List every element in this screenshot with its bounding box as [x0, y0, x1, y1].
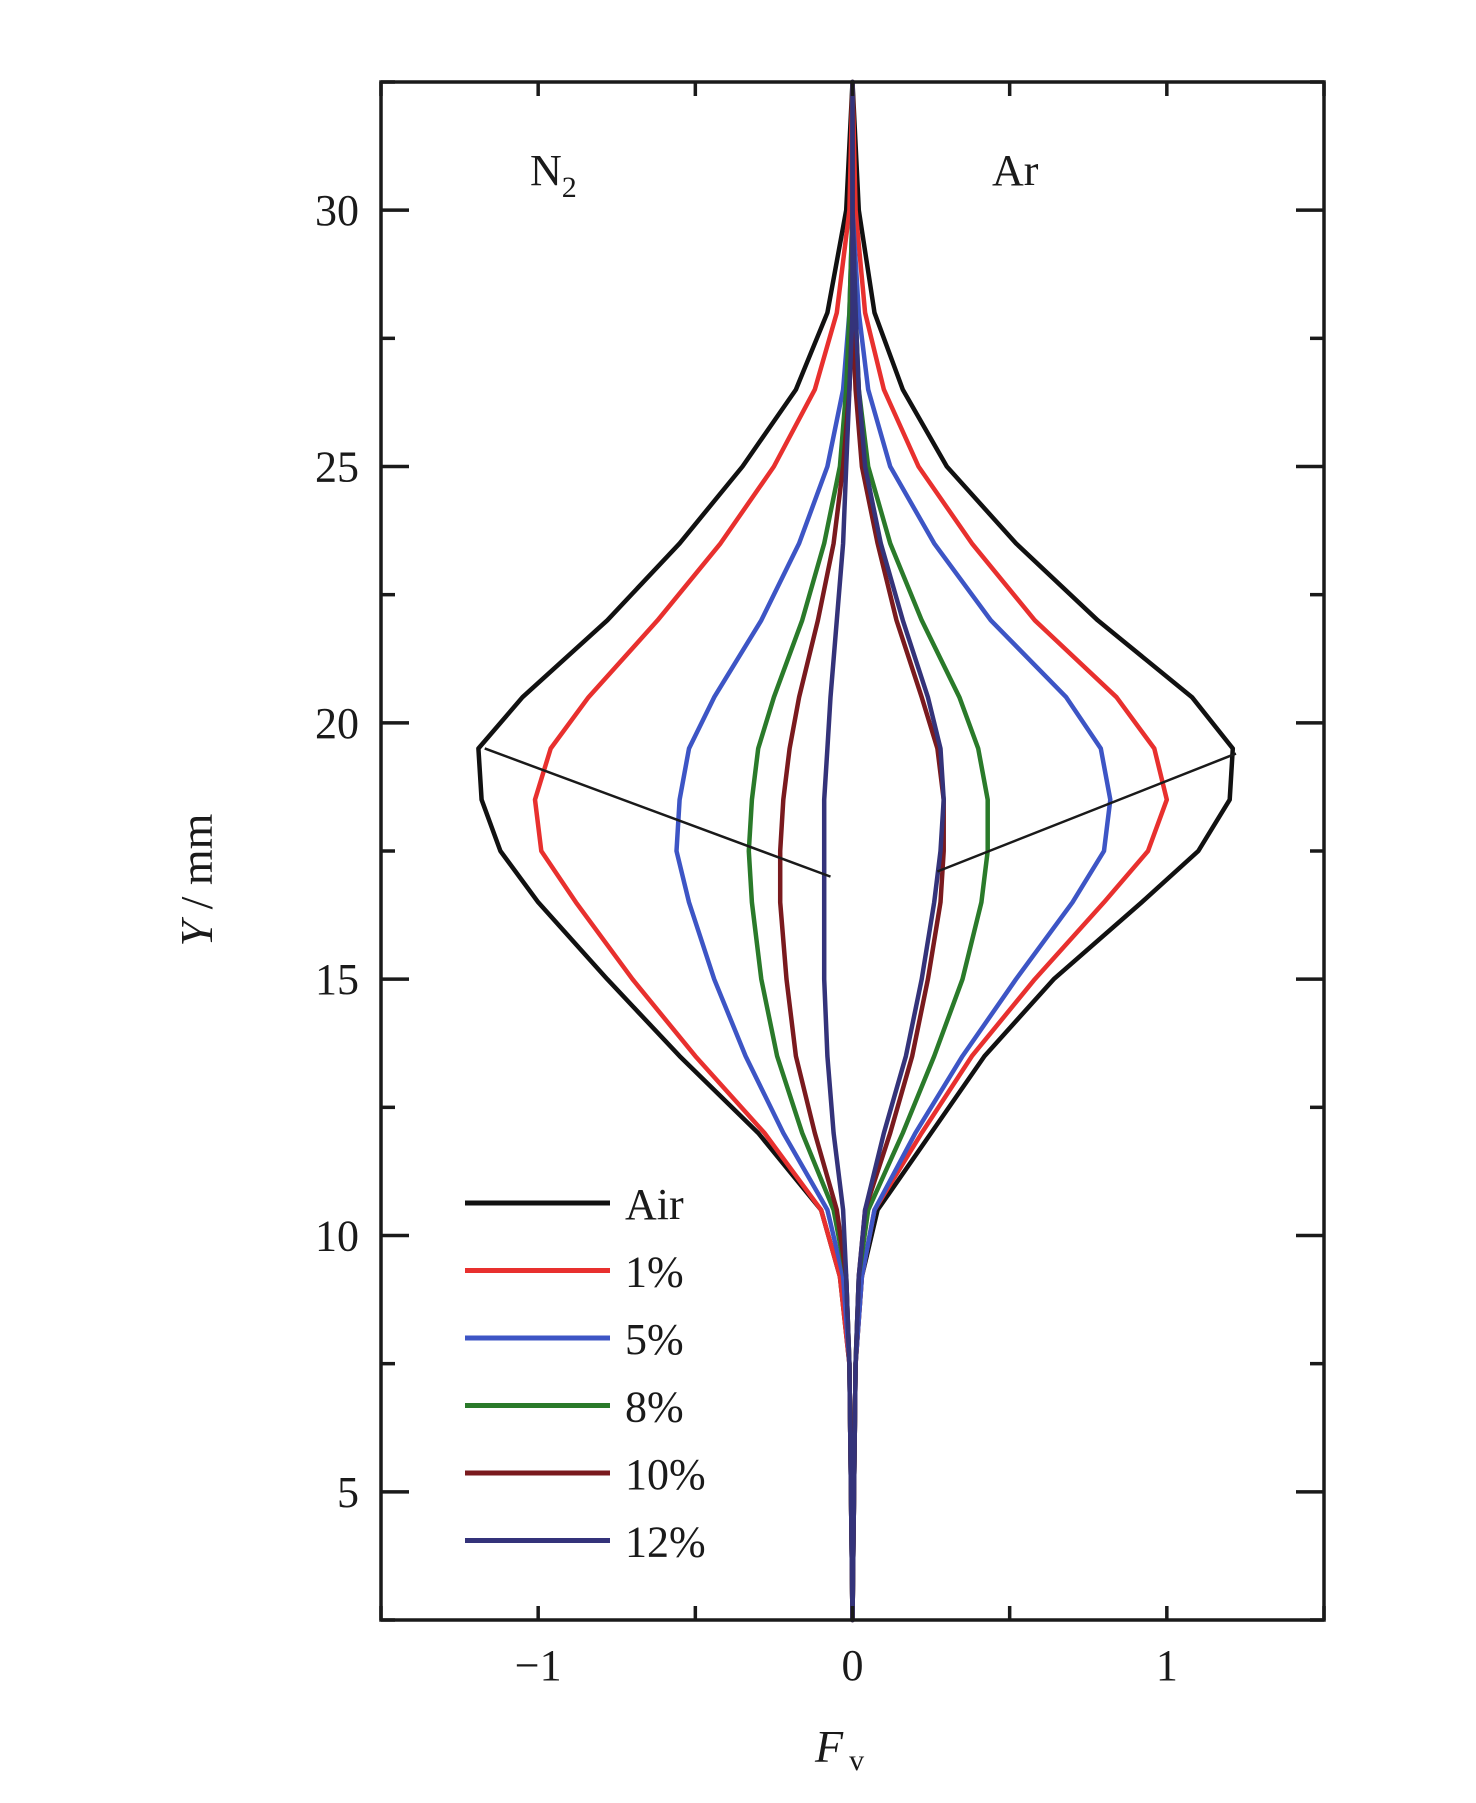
legend-label-4: 10% — [625, 1450, 706, 1499]
legend-label-0: Air — [625, 1180, 684, 1229]
y-tick-label-3: 20 — [315, 699, 359, 748]
x-tick-label-1: 0 — [842, 1641, 864, 1690]
y-tick-label-1: 10 — [315, 1212, 359, 1261]
y-tick-label-0: 5 — [337, 1468, 359, 1517]
legend-label-5: 12% — [625, 1518, 706, 1567]
y-tick-label-4: 25 — [315, 443, 359, 492]
panel-label-ar: Ar — [992, 146, 1039, 195]
y-tick-label-5: 30 — [315, 186, 359, 235]
legend-label-2: 5% — [625, 1315, 684, 1364]
x-tick-label-0: −1 — [515, 1641, 562, 1690]
x-tick-label-2: 1 — [1156, 1641, 1178, 1690]
trend-layer — [484, 747, 1237, 878]
plot-frame — [379, 80, 1326, 1622]
peak-trend-line-1 — [936, 752, 1237, 873]
peak-trend-line-0 — [484, 747, 831, 878]
legend: Air 1% 5% 8% 10% 12% — [465, 1180, 706, 1567]
panel-label-n2: N2 — [530, 146, 577, 204]
y-tick-label-2: 15 — [315, 955, 359, 1004]
legend-label-1: 1% — [625, 1248, 684, 1297]
legend-label-3: 8% — [625, 1383, 684, 1432]
y-axis-title: Y / mm — [171, 813, 222, 946]
